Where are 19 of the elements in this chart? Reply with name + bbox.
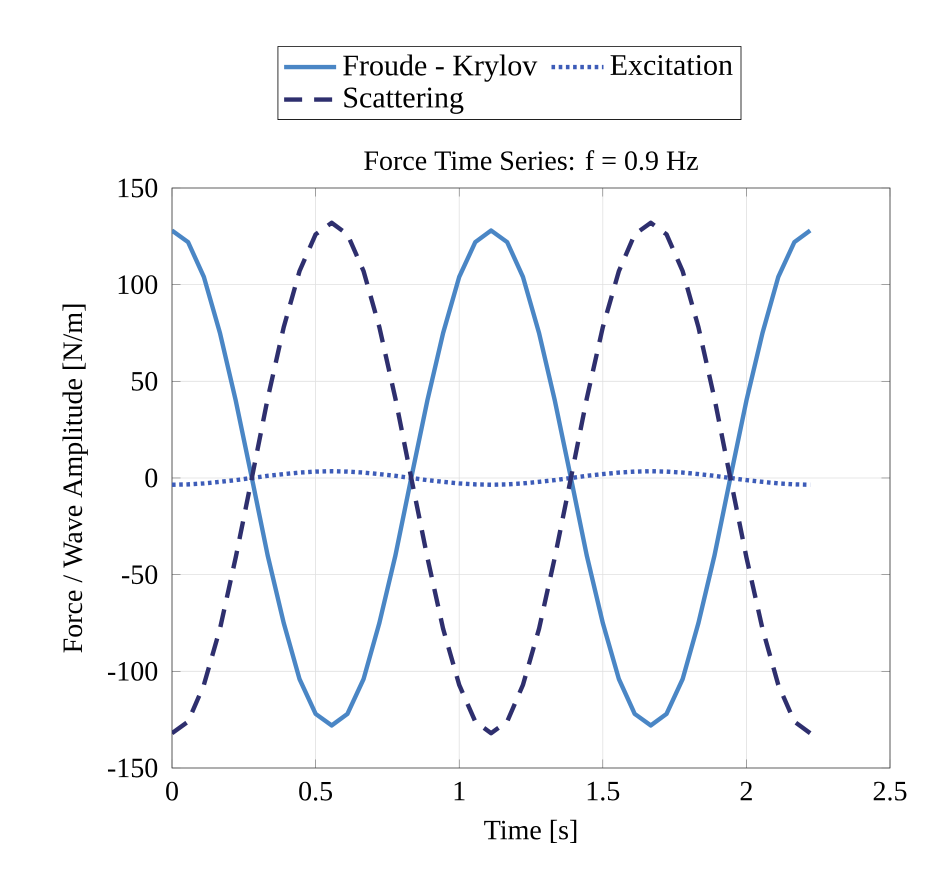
x-tick-label: 1 bbox=[454, 782, 465, 800]
legend-label: Excitation bbox=[610, 54, 733, 76]
x-tick-label: 1.5 bbox=[588, 782, 620, 801]
y-tick-label: 150 bbox=[118, 178, 158, 198]
y-tick-label: 0 bbox=[145, 468, 158, 488]
x-axis-title: Time [s] bbox=[484, 820, 576, 843]
x-tick-label: 0.5 bbox=[299, 782, 332, 801]
x-tick-label: 0 bbox=[166, 782, 178, 801]
y-tick-label: 50 bbox=[132, 372, 158, 391]
y-tick-label: -100 bbox=[108, 662, 158, 681]
chart-title: Force Time Series: f = 0.9 Hz bbox=[364, 150, 698, 170]
x-tick-label: 2.5 bbox=[874, 782, 906, 801]
x-tick-label: 2 bbox=[740, 782, 752, 800]
legend-label: Froude - Krylov bbox=[343, 54, 538, 82]
y-tick-label: 100 bbox=[118, 275, 158, 294]
y-tick-label: -50 bbox=[122, 565, 158, 584]
legend-label: Scattering bbox=[344, 88, 464, 114]
y-axis-title: Force / Wave Amplitude [N/m] bbox=[62, 304, 88, 653]
y-tick-label: -150 bbox=[108, 758, 158, 778]
